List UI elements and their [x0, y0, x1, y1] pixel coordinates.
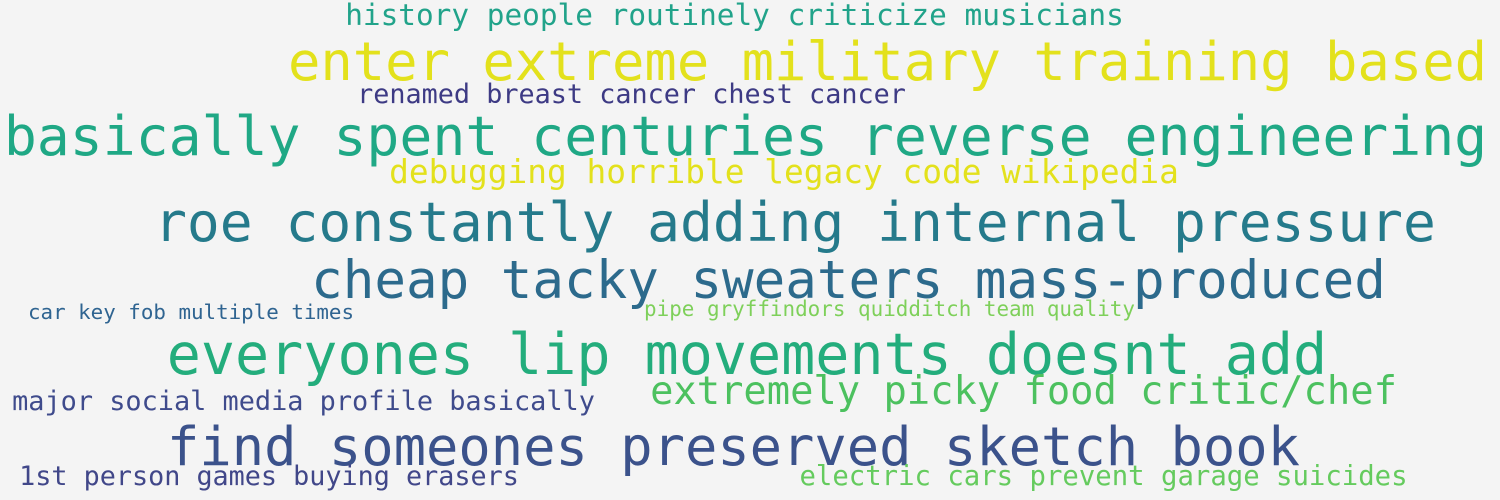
phrase-history-people: history people routinely criticize music…	[345, 0, 1124, 33]
phrase-pipe-gryffindors: pipe gryffindors quidditch team quality	[644, 296, 1135, 321]
phrase-major-social: major social media profile basically	[12, 385, 595, 417]
phrase-renamed-breast: renamed breast cancer chest cancer	[357, 78, 906, 110]
phrase-debugging-horrible: debugging horrible legacy code wikipedia	[389, 152, 1179, 191]
phrase-1st-person: 1st person games buying erasers	[19, 460, 519, 492]
phrase-roe-constantly: roe constantly adding internal pressure	[154, 189, 1436, 254]
phrase-cheap-tacky: cheap tacky sweaters mass-produced	[311, 249, 1386, 311]
phrase-car-key-fob: car key fob multiple times	[27, 299, 355, 324]
phrase-enter-extreme: enter extreme military training based	[287, 30, 1488, 94]
phrase-basically-spent: basically spent centuries reverse engine…	[3, 103, 1488, 168]
phrase-electric-cars: electric cars prevent garage suicides	[799, 461, 1408, 493]
phrase-everyones-lip: everyones lip movements doesnt add	[166, 321, 1328, 388]
phrase-find-someones: find someones preserved sketch book	[167, 415, 1300, 479]
phrase-extremely-picky: extremely picky food critic/chef	[650, 369, 1397, 415]
